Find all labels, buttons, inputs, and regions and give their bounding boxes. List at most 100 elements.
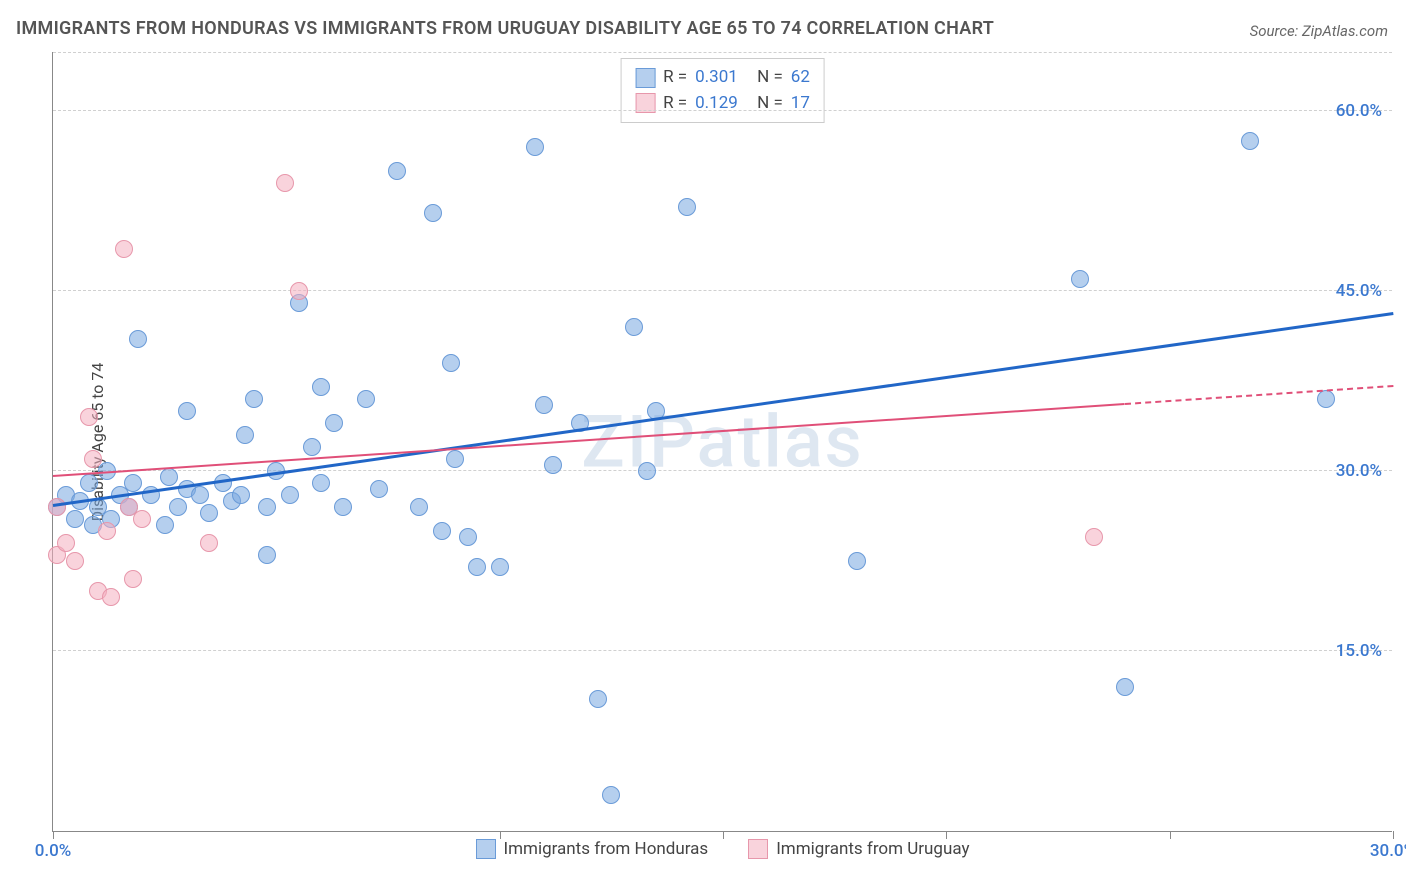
x-tick: [946, 831, 947, 839]
y-tick-label: 45.0%: [1336, 281, 1382, 301]
x-tick: [1170, 831, 1171, 839]
scatter-marker-honduras: [80, 474, 98, 492]
scatter-marker-honduras: [446, 450, 464, 468]
scatter-marker-honduras: [160, 468, 178, 486]
x-legend-item-uruguay: Immigrants from Uruguay: [748, 839, 969, 859]
trendline: [1125, 385, 1393, 405]
scatter-marker-uruguay: [115, 240, 133, 258]
legend-n-label: N =: [757, 91, 783, 117]
x-tick: [53, 831, 54, 839]
legend-r-value: 0.129: [695, 91, 749, 117]
legend-swatch: [748, 839, 768, 859]
legend-series-label: Immigrants from Uruguay: [776, 839, 969, 859]
y-tick-label: 60.0%: [1336, 101, 1382, 121]
scatter-marker-uruguay: [290, 282, 308, 300]
scatter-marker-honduras: [388, 162, 406, 180]
scatter-marker-uruguay: [1085, 528, 1103, 546]
scatter-marker-uruguay: [98, 522, 116, 540]
scatter-marker-honduras: [424, 204, 442, 222]
legend-swatch: [476, 839, 496, 859]
gridline: [53, 290, 1392, 291]
scatter-marker-honduras: [468, 558, 486, 576]
scatter-marker-honduras: [526, 138, 544, 156]
legend-r-label: R =: [663, 91, 687, 117]
x-tick-label: 0.0%: [35, 841, 72, 861]
x-tick: [723, 831, 724, 839]
scatter-marker-honduras: [535, 396, 553, 414]
scatter-marker-honduras: [325, 414, 343, 432]
scatter-marker-honduras: [245, 390, 263, 408]
scatter-marker-honduras: [602, 786, 620, 804]
scatter-marker-honduras: [281, 486, 299, 504]
x-legend-item-honduras: Immigrants from Honduras: [476, 839, 709, 859]
legend-r-value: 0.301: [695, 65, 749, 91]
scatter-marker-honduras: [848, 552, 866, 570]
scatter-marker-honduras: [258, 498, 276, 516]
legend-series-label: Immigrants from Honduras: [504, 839, 709, 859]
scatter-marker-honduras: [433, 522, 451, 540]
scatter-marker-honduras: [442, 354, 460, 372]
x-legend: Immigrants from Honduras Immigrants from …: [476, 839, 970, 859]
legend-swatch: [635, 68, 655, 88]
trendline: [53, 403, 1125, 477]
trendline: [53, 312, 1393, 507]
scatter-marker-honduras: [1071, 270, 1089, 288]
y-tick-label: 30.0%: [1336, 461, 1382, 481]
scatter-marker-uruguay: [133, 510, 151, 528]
plot-area: Disability Age 65 to 74 ZIPatlas R =0.30…: [52, 52, 1392, 832]
watermark: ZIPatlas: [581, 399, 863, 484]
scatter-marker-honduras: [178, 402, 196, 420]
scatter-marker-honduras: [1116, 678, 1134, 696]
scatter-marker-honduras: [1317, 390, 1335, 408]
scatter-marker-uruguay: [66, 552, 84, 570]
scatter-marker-honduras: [191, 486, 209, 504]
scatter-marker-honduras: [258, 546, 276, 564]
gridline: [53, 110, 1392, 111]
legend-stats-row-uruguay: R = 0.129 N = 17: [635, 91, 810, 117]
legend-n-value: 62: [791, 65, 810, 91]
scatter-marker-honduras: [491, 558, 509, 576]
legend-r-label: R =: [663, 65, 687, 91]
scatter-marker-honduras: [232, 486, 250, 504]
scatter-marker-honduras: [459, 528, 477, 546]
legend-n-label: N =: [757, 65, 783, 91]
scatter-marker-honduras: [312, 474, 330, 492]
scatter-marker-honduras: [200, 504, 218, 522]
scatter-marker-honduras: [1241, 132, 1259, 150]
gridline: [53, 650, 1392, 651]
scatter-marker-honduras: [357, 390, 375, 408]
scatter-marker-honduras: [236, 426, 254, 444]
scatter-marker-honduras: [410, 498, 428, 516]
scatter-marker-honduras: [589, 690, 607, 708]
legend-stats-box: R = 0.301 N = 62 R = 0.129 N = 17: [620, 58, 825, 123]
scatter-marker-uruguay: [124, 570, 142, 588]
scatter-marker-honduras: [312, 378, 330, 396]
scatter-marker-honduras: [156, 516, 174, 534]
x-tick-label: 30.0%: [1370, 841, 1406, 861]
gridline: [53, 470, 1392, 471]
scatter-marker-uruguay: [84, 450, 102, 468]
scatter-marker-honduras: [544, 456, 562, 474]
scatter-marker-honduras: [129, 330, 147, 348]
scatter-marker-honduras: [303, 438, 321, 456]
scatter-marker-honduras: [638, 462, 656, 480]
source-attribution: Source: ZipAtlas.com: [1250, 22, 1388, 40]
scatter-marker-honduras: [66, 510, 84, 528]
x-tick: [500, 831, 501, 839]
scatter-marker-honduras: [625, 318, 643, 336]
scatter-marker-honduras: [124, 474, 142, 492]
scatter-marker-honduras: [370, 480, 388, 498]
scatter-marker-honduras: [678, 198, 696, 216]
legend-stats-row-honduras: R = 0.301 N = 62: [635, 65, 810, 91]
scatter-marker-honduras: [334, 498, 352, 516]
scatter-marker-uruguay: [80, 408, 98, 426]
chart-title: IMMIGRANTS FROM HONDURAS VS IMMIGRANTS F…: [16, 18, 994, 39]
gridline: [53, 52, 1392, 53]
scatter-marker-uruguay: [276, 174, 294, 192]
scatter-marker-uruguay: [57, 534, 75, 552]
scatter-marker-honduras: [169, 498, 187, 516]
scatter-marker-uruguay: [48, 498, 66, 516]
legend-n-value: 17: [791, 91, 810, 117]
scatter-marker-uruguay: [200, 534, 218, 552]
scatter-marker-uruguay: [102, 588, 120, 606]
